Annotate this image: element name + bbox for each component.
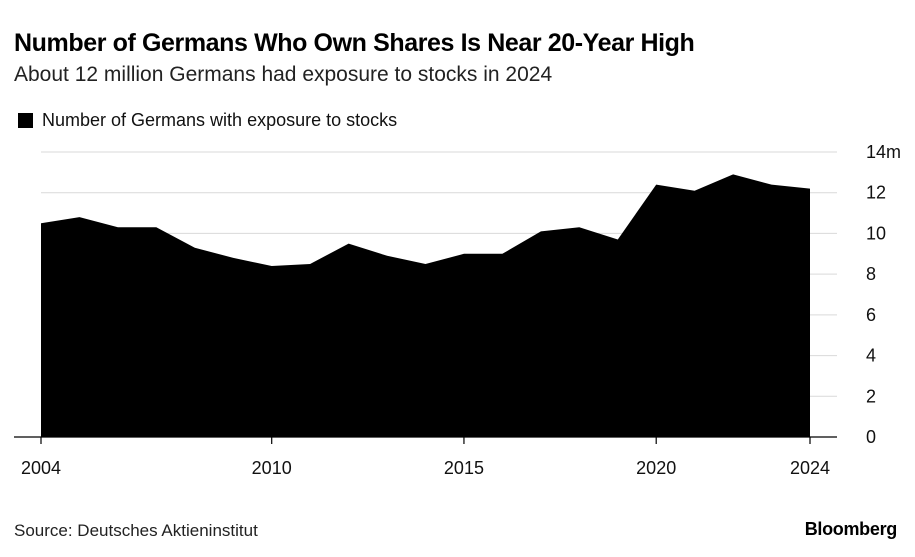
chart-title: Number of Germans Who Own Shares Is Near… (14, 29, 695, 57)
y-tick-label-2: 2 (866, 386, 876, 406)
data-point-2009 (232, 256, 235, 259)
legend-swatch (18, 113, 33, 128)
data-point-2021 (693, 189, 696, 192)
data-point-2022 (732, 173, 735, 176)
data-point-2007 (155, 226, 158, 229)
data-point-2017 (539, 230, 542, 233)
y-tick-label-14: 14m (866, 142, 901, 162)
y-tick-label-10: 10 (866, 223, 886, 243)
source-note: Source: Deutsches Aktieninstitut (14, 521, 258, 540)
data-point-2005 (78, 216, 81, 219)
data-point-2019 (616, 238, 619, 241)
y-tick-label-8: 8 (866, 264, 876, 284)
data-point-2008 (193, 246, 196, 249)
data-point-2013 (386, 254, 389, 257)
data-point-2018 (578, 226, 581, 229)
y-tick-label-12: 12 (866, 183, 886, 203)
y-tick-label-6: 6 (866, 305, 876, 325)
data-point-2014 (424, 263, 427, 266)
legend-label: Number of Germans with exposure to stock… (42, 110, 398, 130)
data-point-2020 (655, 183, 658, 186)
y-tick-label-4: 4 (866, 346, 876, 366)
x-tick-label-2020: 2020 (636, 458, 676, 478)
x-tick-label-2015: 2015 (444, 458, 484, 478)
brand-logo: Bloomberg (804, 519, 898, 539)
x-tick-label-2010: 2010 (252, 458, 292, 478)
x-tick-label-2024: 2024 (790, 458, 830, 478)
chart-subtitle: About 12 million Germans had exposure to… (14, 63, 553, 86)
data-point-2006 (116, 226, 119, 229)
data-point-2004 (40, 222, 43, 225)
data-point-2011 (309, 263, 312, 266)
data-point-2024 (809, 187, 812, 190)
data-point-2015 (463, 252, 466, 255)
data-point-2010 (270, 265, 273, 268)
area-chart: 2004 2010 2015 2020 2024 0 2 4 6 8 10 12 14m (14, 142, 901, 478)
data-point-2016 (501, 252, 504, 255)
area-series (41, 174, 810, 437)
data-point-2012 (347, 242, 350, 245)
data-point-2023 (770, 183, 773, 186)
legend: Number of Germans with exposure to stock… (18, 110, 397, 131)
y-tick-label-0: 0 (866, 427, 876, 447)
x-tick-label-2004: 2004 (21, 458, 61, 478)
